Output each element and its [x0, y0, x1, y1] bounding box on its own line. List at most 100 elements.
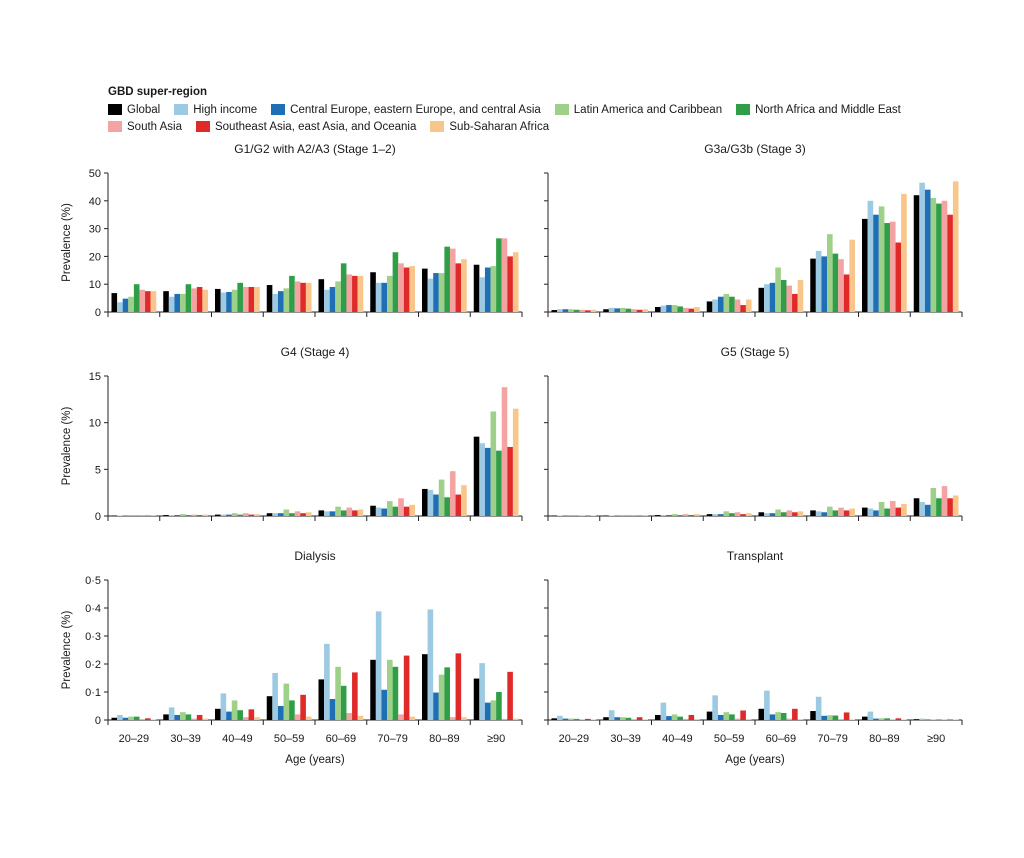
panel-g4-stage-4: G4 (Stage 4) 0 5 10 15 Prevalence (%) [61, 345, 523, 523]
bar-south-asia [682, 307, 689, 312]
bar-central-europe-eastern-europe-and-central-asia [562, 718, 569, 720]
legend-swatch [108, 121, 122, 132]
bar-latin-america-and-caribbean [671, 714, 678, 720]
bar-central-europe-eastern-europe-and-central-asia [226, 711, 232, 720]
bar-latin-america-and-caribbean [231, 289, 238, 312]
bar-south-asia [631, 309, 637, 312]
bar-north-africa-and-middle-east [392, 506, 399, 516]
bar-latin-america-and-caribbean [568, 309, 574, 312]
bar-global [473, 678, 480, 720]
panel-dialysis: Dialysis 0 0·1 0·2 0·3 0·4 0·5 Prevalence (%) 20… [61, 549, 523, 766]
bar-central-europe-eastern-europe-and-central-asia [122, 298, 129, 312]
bar-sub-saharan-africa [745, 719, 752, 720]
bar-latin-america-and-caribbean [490, 411, 497, 516]
bar-high-income [479, 277, 485, 312]
bar-global [758, 287, 765, 312]
bar-southeast-asia-east-asia-and-oceania [145, 291, 151, 312]
legend-swatch [108, 104, 122, 115]
bar-central-europe-eastern-europe-and-central-asia [873, 510, 879, 516]
bar-high-income [220, 514, 227, 516]
legend-label: Central Europe, eastern Europe, and cent… [290, 103, 541, 116]
bar-southeast-asia-east-asia-and-oceania [740, 305, 746, 312]
bar-central-europe-eastern-europe-and-central-asia [381, 689, 388, 720]
bar-global [318, 279, 325, 312]
bar-sub-saharan-africa [952, 719, 959, 720]
bar-global [706, 301, 713, 312]
bar-south-asia [682, 718, 689, 720]
bar-southeast-asia-east-asia-and-oceania [300, 694, 306, 720]
bar-south-asia [631, 515, 637, 516]
bar-sub-saharan-africa [849, 719, 855, 720]
bar-central-europe-eastern-europe-and-central-asia [174, 515, 181, 516]
bar-north-africa-and-middle-east [392, 252, 399, 312]
bar-south-asia [242, 717, 249, 720]
bar-north-africa-and-middle-east [936, 498, 942, 516]
bar-north-africa-and-middle-east [832, 253, 839, 312]
bar-southeast-asia-east-asia-and-oceania [843, 712, 850, 720]
bar-sub-saharan-africa [512, 718, 519, 720]
bar-north-africa-and-middle-east [340, 263, 347, 312]
bar-north-africa-and-middle-east [677, 515, 683, 516]
panel-title: G5 (Stage 5) [721, 345, 790, 359]
bar-south-asia [734, 512, 741, 516]
bar-global [913, 719, 920, 720]
bar-southeast-asia-east-asia-and-oceania [145, 718, 151, 720]
bar-southeast-asia-east-asia-and-oceania [792, 293, 798, 312]
bar-high-income [479, 663, 485, 720]
legend-label: Latin America and Caribbean [573, 103, 723, 116]
bar-southeast-asia-east-asia-and-oceania [688, 714, 695, 720]
bar-southeast-asia-east-asia-and-oceania [895, 242, 902, 312]
bar-southeast-asia-east-asia-and-oceania [688, 308, 695, 312]
x-axis-label: Age (years) [285, 754, 345, 766]
bar-north-africa-and-middle-east [832, 715, 839, 720]
bar-sub-saharan-africa [849, 239, 855, 312]
bar-sub-saharan-africa [461, 259, 467, 312]
bar-north-africa-and-middle-east [185, 284, 192, 312]
bar-global [655, 306, 661, 312]
bar-south-asia [191, 718, 197, 720]
legend-item-north-africa: North Africa and Middle East [736, 104, 901, 116]
bar-sub-saharan-africa [642, 515, 648, 516]
bar-global [655, 515, 661, 516]
bar-sub-saharan-africa [254, 514, 260, 516]
bar-global [758, 708, 765, 720]
bar-high-income [919, 502, 925, 516]
bar-latin-america-and-caribbean [620, 515, 626, 516]
bar-latin-america-and-caribbean [490, 700, 497, 720]
bar-central-europe-eastern-europe-and-central-asia [562, 515, 569, 516]
bar-sub-saharan-africa [694, 719, 700, 720]
bar-north-africa-and-middle-east [625, 308, 632, 312]
bar-north-africa-and-middle-east [289, 700, 295, 720]
x-tick-label: 80–89 [429, 733, 460, 745]
bar-north-africa-and-middle-east [289, 513, 295, 516]
bar-south-asia [449, 248, 456, 312]
bar-global [422, 654, 428, 720]
bar-latin-america-and-caribbean [827, 506, 833, 516]
bar-high-income [557, 309, 563, 312]
y-axis-label: Prevalence (%) [61, 203, 73, 282]
bar-southeast-asia-east-asia-and-oceania [455, 263, 462, 312]
bar-southeast-asia-east-asia-and-oceania [248, 709, 255, 720]
bar-high-income [660, 305, 667, 312]
bar-sub-saharan-africa [150, 515, 157, 516]
bar-north-africa-and-middle-east [832, 510, 839, 516]
bar-high-income [117, 515, 123, 516]
x-tick-label: 30–39 [610, 733, 641, 745]
bar-central-europe-eastern-europe-and-central-asia [717, 514, 724, 516]
bar-sub-saharan-africa [305, 716, 312, 720]
bar-high-income [427, 609, 434, 720]
bar-central-europe-eastern-europe-and-central-asia [381, 282, 388, 312]
panel-title: G3a/G3b (Stage 3) [704, 142, 805, 156]
legend-item-southeast-asia: Southeast Asia, east Asia, and Oceania [195, 121, 416, 133]
y-tick-label: 10 [89, 418, 101, 430]
bar-global [913, 498, 920, 516]
bar-north-africa-and-middle-east [780, 280, 787, 312]
bar-latin-america-and-caribbean [335, 666, 341, 720]
bar-global [551, 310, 558, 312]
y-tick-label: 0·4 [85, 603, 101, 615]
legend-item-high-income: High income [174, 104, 257, 116]
bar-south-asia [631, 719, 637, 720]
bar-latin-america-and-caribbean [283, 509, 290, 516]
y-axis-label: Prevalence (%) [61, 611, 73, 690]
bar-high-income [375, 507, 382, 516]
